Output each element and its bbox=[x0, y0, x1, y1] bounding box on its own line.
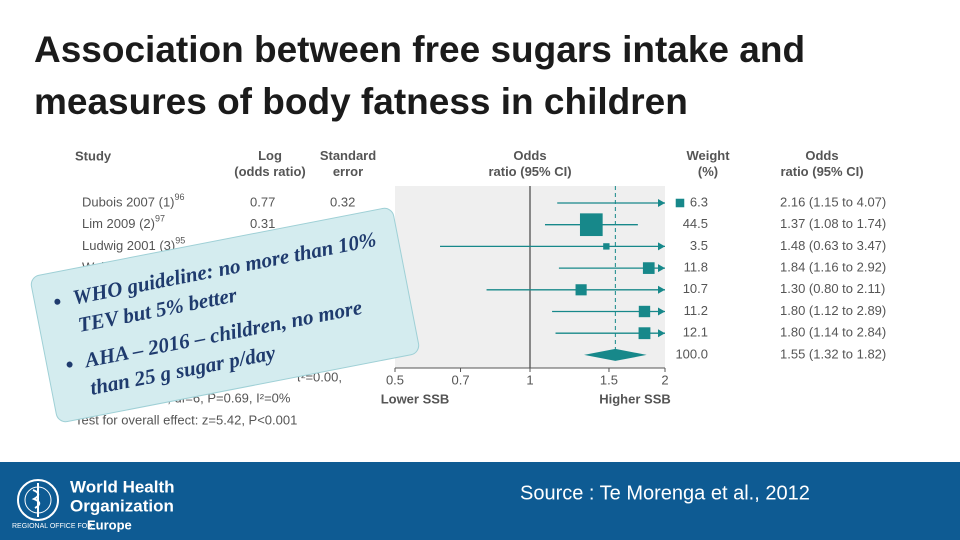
odds-ratio: 1.80 (1.14 to 2.84) bbox=[780, 325, 886, 340]
column-header: Standard error bbox=[320, 148, 376, 179]
region-name: Europe bbox=[87, 517, 132, 532]
x-tick-label: 0.7 bbox=[451, 372, 469, 387]
odds-ratio: 1.48 (0.63 to 3.47) bbox=[780, 238, 886, 253]
org-name: Organization bbox=[70, 496, 174, 515]
weight: 11.8 bbox=[684, 260, 708, 275]
ci-arrow bbox=[658, 285, 665, 294]
who-logo bbox=[17, 479, 59, 521]
ci-arrow bbox=[658, 264, 665, 273]
org-name: World Health bbox=[70, 477, 175, 496]
logo-ring bbox=[17, 479, 59, 521]
x-tick-label: 1.5 bbox=[600, 372, 618, 387]
log-or: 0.77 bbox=[250, 194, 275, 209]
footer-band bbox=[0, 462, 960, 540]
weight: 3.5 bbox=[690, 238, 708, 253]
pooled-diamond bbox=[584, 348, 647, 361]
regional-label: REGIONAL OFFICE FOR bbox=[12, 523, 92, 530]
effect-square bbox=[603, 243, 610, 250]
study-label: Ludwig 2001 (3)95 bbox=[82, 236, 185, 253]
column-header: Odds ratio (95% CI) bbox=[780, 148, 863, 179]
odds-ratio: 1.37 (1.08 to 1.74) bbox=[780, 216, 886, 231]
effect-square bbox=[638, 305, 651, 318]
weight: 6.3 bbox=[690, 194, 708, 209]
effect-square bbox=[638, 327, 651, 340]
weight: 100.0 bbox=[675, 346, 708, 361]
x-tick-label: 2 bbox=[661, 372, 668, 387]
column-header: Log (odds ratio) bbox=[234, 148, 306, 179]
x-tick-label: 0.5 bbox=[386, 372, 404, 387]
odds-ratio: 1.84 (1.16 to 2.92) bbox=[780, 260, 886, 275]
slide-title: Association between free sugars intake a… bbox=[34, 29, 806, 122]
std-error: 0.32 bbox=[330, 194, 355, 209]
x-axis-label: Higher SSB bbox=[599, 391, 671, 406]
study-label: Lim 2009 (2)97 bbox=[82, 214, 165, 231]
study-ref: 95 bbox=[175, 236, 185, 246]
logo-globe bbox=[24, 486, 52, 514]
column-header: Weight (%) bbox=[686, 148, 730, 179]
ci-arrow bbox=[658, 307, 665, 316]
log-or: 0.31 bbox=[250, 216, 275, 231]
weight: 10.7 bbox=[683, 281, 708, 296]
weight: 12.1 bbox=[683, 325, 708, 340]
source-text: Source : Te Morenga et al., 2012 bbox=[520, 482, 810, 504]
odds-ratio: 1.55 (1.32 to 1.82) bbox=[780, 346, 886, 361]
logo-serpent bbox=[31, 489, 41, 509]
weight: 44.5 bbox=[683, 216, 708, 231]
effect-square bbox=[575, 284, 587, 296]
effect-square bbox=[642, 262, 655, 274]
ci-arrow bbox=[658, 242, 665, 251]
ci-arrow bbox=[658, 199, 665, 207]
odds-ratio: 1.30 (0.80 to 2.11) bbox=[780, 281, 885, 296]
column-header: Odds ratio (95% CI) bbox=[488, 148, 571, 179]
odds-ratio: 2.16 (1.15 to 4.07) bbox=[780, 194, 886, 209]
stats-text: Test for overall effect: z=5.42, P<0.001 bbox=[75, 412, 297, 427]
study-ref: 97 bbox=[155, 214, 165, 224]
effect-square bbox=[675, 198, 685, 208]
weight: 11.2 bbox=[684, 303, 708, 318]
effect-square bbox=[579, 213, 603, 237]
study-ref: 96 bbox=[175, 192, 185, 202]
odds-ratio: 1.80 (1.12 to 2.89) bbox=[780, 303, 886, 318]
ci-arrow bbox=[658, 329, 665, 338]
x-axis-label: Lower SSB bbox=[381, 391, 450, 406]
study-label: Dubois 2007 (1)96 bbox=[82, 192, 185, 209]
x-tick-label: 1 bbox=[526, 372, 533, 387]
column-header: Study bbox=[75, 148, 112, 163]
